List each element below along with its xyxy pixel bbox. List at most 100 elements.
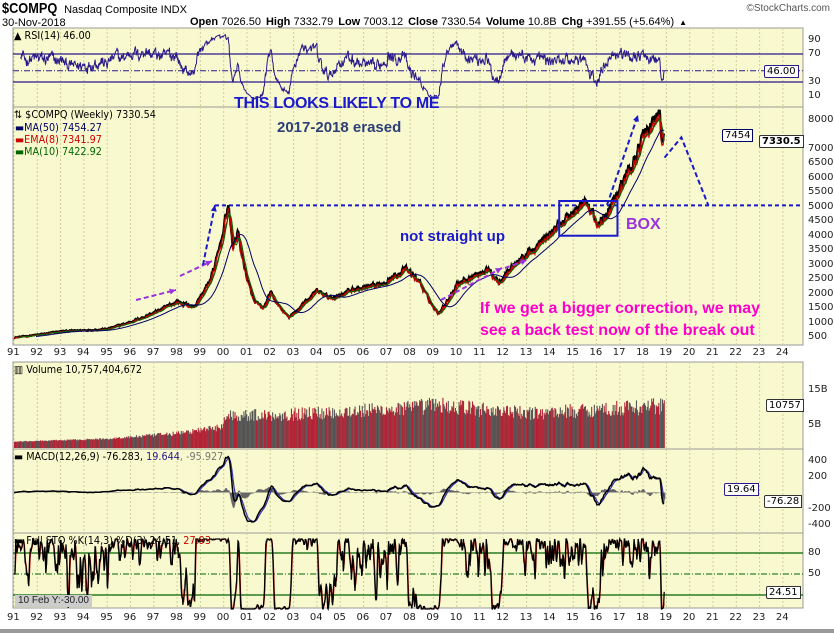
volume-bar — [463, 412, 465, 448]
volume-bar — [43, 440, 45, 448]
volume-bar — [545, 409, 547, 448]
volume-bar — [308, 407, 310, 448]
x-tick-label: 01 — [240, 347, 253, 358]
volume-bar — [492, 407, 494, 448]
volume-bar — [321, 408, 323, 448]
purple-trend-arrow — [440, 267, 503, 301]
volume-bar — [212, 429, 215, 448]
volume-bar — [372, 408, 374, 448]
volume-bar — [410, 407, 412, 448]
price-tick-label: 4000 — [808, 229, 834, 241]
volume-bar — [395, 407, 397, 448]
volume-bar — [282, 419, 284, 448]
volume-bar — [50, 440, 52, 448]
macd-label: ▬ MACD(12,26,9) -76.283, 19.644, -95.927 — [14, 451, 224, 463]
chart-title: $COMPQ Nasdaq Composite INDX — [2, 0, 187, 17]
volume-bar — [129, 436, 131, 448]
volume-bar — [544, 414, 546, 448]
volume-bar — [558, 413, 560, 448]
volume-bar — [469, 401, 471, 448]
x-tick-label: 24 — [775, 347, 789, 358]
volume-bar — [559, 407, 561, 448]
volume-bar — [306, 409, 308, 448]
volume-bar — [647, 400, 649, 448]
macd-hist-bar — [622, 491, 624, 493]
volume-bar — [154, 435, 156, 448]
volume-bar — [101, 438, 103, 448]
volume-bar — [362, 412, 364, 448]
volume-bar — [338, 416, 340, 448]
volume-bar — [349, 406, 351, 448]
volume-bar — [342, 417, 344, 448]
x-tick-label: 94 — [76, 347, 90, 358]
volume-bar — [516, 408, 518, 448]
volume-bar — [413, 401, 415, 448]
volume-bar — [561, 409, 563, 448]
volume-bar — [592, 416, 595, 448]
volume-bar — [296, 412, 298, 448]
volume-bar — [195, 430, 197, 448]
volume-bar — [253, 420, 255, 448]
volume-bar — [530, 419, 532, 448]
volume-bar — [400, 404, 402, 448]
legend-item: ▬EMA(8) 7341.97 — [15, 134, 102, 146]
volume-bar — [124, 436, 126, 448]
volume-bar — [404, 410, 406, 448]
macd-hist-bar — [580, 491, 583, 493]
volume-bar — [81, 439, 83, 448]
volume-bar — [505, 412, 507, 448]
volume-bar — [550, 408, 552, 448]
volume-bar — [222, 423, 224, 448]
volume-bar — [119, 438, 121, 448]
volume-bar — [524, 417, 526, 448]
volume-bar — [160, 432, 162, 448]
volume-bar — [143, 435, 145, 448]
x-tick-label-bottom: 16 — [589, 612, 603, 623]
bottom-scrollbar[interactable] — [0, 629, 834, 633]
volume-bar — [40, 441, 42, 448]
volume-bar — [431, 398, 433, 448]
volume-bar — [432, 398, 434, 448]
volume-bar — [345, 407, 347, 448]
volume-bar — [162, 434, 164, 448]
volume-bar — [616, 400, 618, 448]
volume-bar — [402, 407, 404, 448]
volume-bar — [290, 417, 292, 448]
volume-bar — [401, 405, 403, 448]
volume-bar — [427, 399, 429, 448]
volume-bar — [641, 413, 643, 448]
volume-bar — [18, 441, 20, 448]
volume-bar — [596, 405, 598, 448]
x-tick-label: 17 — [612, 347, 626, 358]
volume-bar — [571, 406, 573, 448]
volume-bar — [314, 407, 316, 448]
x-tick-label: 09 — [426, 347, 440, 358]
volume-bar — [254, 409, 256, 448]
volume-bar — [241, 415, 243, 448]
volume-bar — [582, 404, 584, 448]
blue-dotcom-arrow-head — [210, 205, 217, 212]
volume-bar — [577, 411, 579, 448]
volume-bar — [355, 415, 357, 448]
volume-bar — [233, 418, 235, 448]
x-tick-label: 93 — [53, 347, 67, 358]
volume-bar — [600, 410, 602, 448]
volume-bar — [177, 432, 179, 448]
volume-bar — [570, 416, 572, 448]
volume-bar — [589, 414, 591, 448]
volume-bar — [229, 418, 231, 448]
macd-hist-bar — [653, 491, 655, 493]
volume-bar — [324, 418, 326, 448]
volume-bar — [474, 415, 476, 448]
volume-bar — [436, 403, 439, 448]
x-tick-label: 11 — [473, 347, 486, 358]
volume-bar — [422, 414, 424, 448]
volume-bar — [113, 438, 115, 448]
macd-signal-value: 19.644 — [146, 451, 180, 463]
volume-bar — [45, 440, 47, 448]
volume-bar — [318, 417, 320, 448]
volume-bar — [304, 408, 306, 448]
volume-bar — [208, 426, 210, 448]
volume-bar — [309, 415, 311, 448]
purple-trend-arrow-head — [169, 288, 176, 295]
